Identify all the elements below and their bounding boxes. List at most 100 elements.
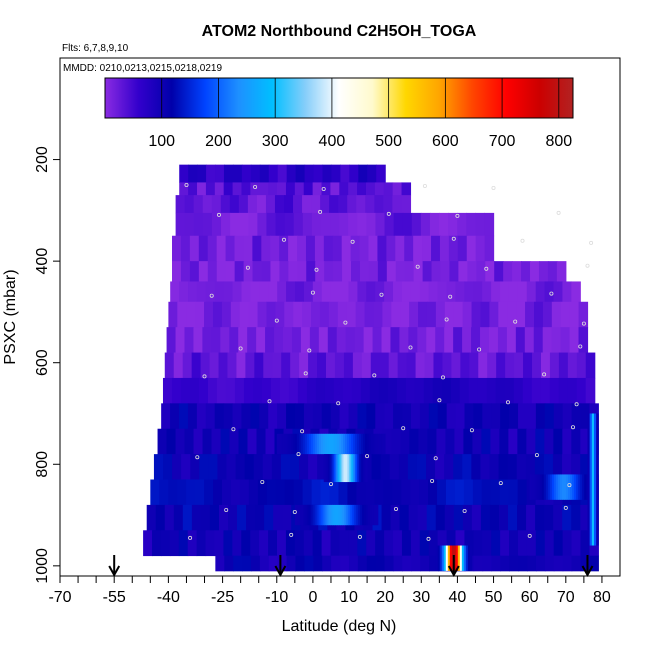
heatmap-hotspot-cell xyxy=(449,545,453,571)
heatmap-hotspot-cell xyxy=(316,433,320,455)
observation-point xyxy=(350,239,355,244)
heatmap-cell xyxy=(303,530,314,557)
heatmap-cell xyxy=(395,261,406,282)
heatmap-cell xyxy=(193,327,204,353)
heatmap-cell xyxy=(453,327,463,353)
heatmap-cell xyxy=(455,403,466,430)
heatmap-cell xyxy=(250,555,261,572)
heatmap-cell xyxy=(270,377,281,404)
heatmap-cell xyxy=(580,428,590,455)
heatmap-cell xyxy=(512,261,522,282)
heatmap-cell xyxy=(448,212,458,237)
heatmap-cell xyxy=(525,301,535,328)
heatmap-cell xyxy=(454,428,464,455)
heatmap-hotspot-cell xyxy=(375,433,378,455)
heatmap-cell xyxy=(198,261,209,282)
heatmap-cell xyxy=(556,261,567,282)
observation-point xyxy=(433,456,438,461)
heatmap-cell xyxy=(441,377,452,404)
colorbar-tick-label: 200 xyxy=(205,133,232,150)
heatmap-hotspot-cell xyxy=(326,504,329,526)
x-tick-label: -10 xyxy=(265,589,288,606)
heatmap-cell xyxy=(243,261,254,282)
heatmap-cell xyxy=(243,377,254,404)
heatmap-cell xyxy=(547,261,558,282)
heatmap-cell xyxy=(237,504,247,531)
heatmap-hotspot-cell xyxy=(370,504,373,526)
heatmap-cell xyxy=(431,261,442,282)
heatmap-cell xyxy=(315,377,326,404)
heatmap-cell xyxy=(503,261,513,282)
observation-point xyxy=(300,429,305,434)
heatmap-cell xyxy=(179,164,189,183)
heatmap-hotspot-cell xyxy=(298,433,302,455)
heatmap-cell xyxy=(268,555,279,572)
heatmap-cell xyxy=(367,164,377,183)
heatmap-cell xyxy=(306,377,317,404)
heatmap-cell xyxy=(549,377,560,404)
heatmap-cell xyxy=(232,164,243,183)
observation-point xyxy=(281,237,286,242)
heatmap-cell xyxy=(498,504,509,531)
heatmap-cell xyxy=(152,530,162,557)
heatmap-cell xyxy=(481,479,492,506)
heatmap-cell xyxy=(549,352,560,379)
heatmap-cell xyxy=(426,504,437,531)
heatmap-cell xyxy=(516,454,527,480)
heatmap-hotspot-cell xyxy=(346,504,349,526)
heatmap-hotspot-cell xyxy=(347,454,350,483)
heatmap-hotspot-cell xyxy=(330,433,334,455)
heatmap-cell xyxy=(513,377,524,404)
heatmap-cell xyxy=(459,377,470,404)
heatmap-cell xyxy=(370,352,381,379)
heatmap-cell xyxy=(553,555,564,572)
observation-point xyxy=(534,453,539,458)
dates-subtitle: MMDD: 0210,0213,0215,0218,0219 xyxy=(63,63,222,74)
heatmap-cell xyxy=(571,530,582,557)
heatmap-cell xyxy=(431,235,441,262)
heatmap-cell xyxy=(170,281,180,303)
heatmap-hotspot-cell xyxy=(282,433,286,455)
heatmap-cell xyxy=(235,454,246,480)
heatmap-cell xyxy=(334,352,345,379)
heatmap-hotspot-cell xyxy=(336,504,339,526)
heatmap-cell xyxy=(340,555,350,572)
flight-arrow-head xyxy=(581,565,594,578)
heatmap-cell xyxy=(181,454,191,480)
heatmap-hotspot-cell xyxy=(357,454,360,483)
observation-point xyxy=(188,535,193,540)
heatmap-cell xyxy=(571,454,581,480)
heatmap-cell xyxy=(462,454,472,480)
heatmap-cell xyxy=(393,281,403,303)
heatmap-cell xyxy=(202,195,213,214)
heatmap-cell xyxy=(168,479,178,506)
heatmap-cell xyxy=(193,212,204,237)
heatmap-cell xyxy=(383,479,393,506)
heatmap-cell xyxy=(265,327,275,353)
heatmap-cell xyxy=(384,555,395,572)
heatmap-cell xyxy=(471,327,481,353)
heatmap-cell xyxy=(491,555,501,572)
heatmap-hotspot-cell xyxy=(561,474,565,500)
heatmap-cell xyxy=(229,195,240,214)
heatmap-cell xyxy=(238,428,249,455)
heatmap-cell xyxy=(214,403,225,430)
heatmap-cell xyxy=(166,428,177,455)
heatmap-hotspot-cell xyxy=(324,433,328,455)
heatmap-cell xyxy=(330,182,340,196)
observation-point xyxy=(527,533,532,538)
heatmap-cell xyxy=(277,164,288,183)
heatmap-cell xyxy=(526,403,537,430)
heatmap-cell xyxy=(356,479,366,506)
heatmap-cell xyxy=(535,504,545,531)
observation-point xyxy=(505,400,510,405)
y-tick-label: 600 xyxy=(34,349,51,376)
heatmap-hotspot-cell xyxy=(343,433,346,455)
observation-point xyxy=(292,509,297,514)
heatmap-cell xyxy=(414,377,425,404)
heatmap-cell xyxy=(578,301,589,328)
heatmap-cell xyxy=(383,195,393,214)
heatmap-cell xyxy=(331,164,341,183)
heatmap-cell xyxy=(436,428,447,455)
heatmap-hotspot-cell xyxy=(365,433,368,455)
